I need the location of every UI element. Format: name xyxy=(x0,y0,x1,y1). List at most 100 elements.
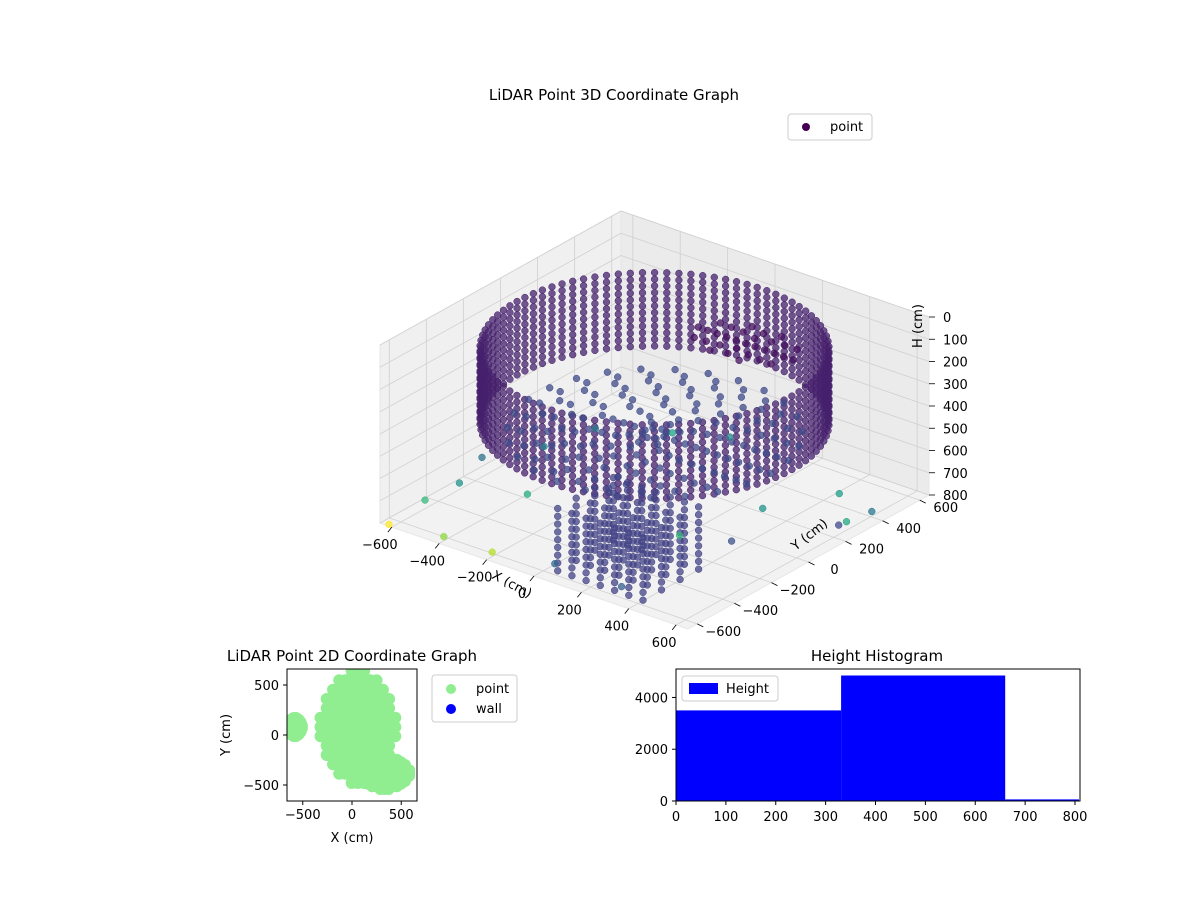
blob-point xyxy=(756,356,764,364)
ring-point xyxy=(650,268,659,277)
ring-point xyxy=(743,300,751,309)
ring-point xyxy=(795,329,803,337)
ring-point xyxy=(529,330,538,338)
disc-point xyxy=(611,379,619,388)
ring-point xyxy=(602,271,611,280)
ring-point xyxy=(538,346,547,354)
ring-point xyxy=(710,273,718,281)
ring-point xyxy=(753,297,761,305)
scatter-point xyxy=(540,442,548,451)
block-point xyxy=(568,509,576,518)
ring-point xyxy=(762,410,771,418)
ring-point xyxy=(732,446,740,454)
disc-point xyxy=(670,436,679,444)
ring-point xyxy=(614,323,622,332)
ring-point xyxy=(663,282,671,290)
ring-point xyxy=(579,335,588,343)
ring-point xyxy=(721,302,730,310)
ring-point xyxy=(529,336,538,345)
ring-point xyxy=(650,335,659,343)
disc-point xyxy=(580,386,589,395)
ring-point xyxy=(513,351,521,359)
ring-point xyxy=(591,300,599,308)
ring-point xyxy=(788,325,796,333)
disc-point xyxy=(671,487,679,495)
block-point xyxy=(625,544,633,553)
ring-point xyxy=(538,476,546,484)
block-point xyxy=(554,536,562,544)
ring-point xyxy=(602,451,610,459)
ring-point xyxy=(538,306,547,314)
block-point xyxy=(568,540,576,549)
ring-point xyxy=(529,473,537,481)
disc-point xyxy=(637,365,645,373)
x-axis-label: X (cm) xyxy=(331,831,374,846)
disc-point xyxy=(681,440,689,448)
disc-point xyxy=(784,456,793,465)
block-point xyxy=(647,503,656,512)
y-tick-label: 0 xyxy=(830,563,838,578)
block-point xyxy=(676,560,684,568)
ring-point xyxy=(602,311,611,320)
disc-point xyxy=(550,467,558,476)
blob-point xyxy=(733,344,741,353)
y-tick-label: 4000 xyxy=(635,691,668,706)
disc-point xyxy=(712,419,720,427)
ring-point xyxy=(538,286,547,294)
ring-point xyxy=(529,343,538,351)
disc-point xyxy=(585,466,593,474)
ring-point xyxy=(763,307,771,315)
block-point xyxy=(554,551,562,559)
ring-point xyxy=(802,340,810,349)
scatter-point xyxy=(440,532,448,541)
ring-point xyxy=(626,269,634,277)
x-tick xyxy=(671,624,677,631)
ring-point xyxy=(579,315,588,323)
block-point xyxy=(639,580,647,589)
block-point xyxy=(662,516,670,524)
ring-point xyxy=(638,282,647,290)
ring-point xyxy=(506,394,514,402)
x-tick xyxy=(624,608,630,614)
blob-point xyxy=(706,346,714,354)
ring-point xyxy=(675,329,683,338)
disc-point xyxy=(761,397,770,405)
disc-point xyxy=(556,387,564,396)
ring-point xyxy=(558,482,566,491)
disc-point xyxy=(625,430,633,439)
block-point xyxy=(625,583,633,592)
grid-line-h xyxy=(620,232,930,340)
block-point xyxy=(657,547,666,555)
disc-point xyxy=(599,402,607,411)
x-tick-label: −500 xyxy=(285,808,321,823)
grid-line-x xyxy=(675,490,918,626)
disc-point xyxy=(689,427,697,436)
ring-point xyxy=(743,410,751,418)
ring-point xyxy=(638,295,647,304)
block-point xyxy=(568,564,576,572)
block-point xyxy=(657,539,666,547)
x-tick-label: 0 xyxy=(348,808,356,823)
blob-point xyxy=(727,323,736,331)
ring-point xyxy=(506,302,514,310)
z-tick-label: 100 xyxy=(943,333,968,348)
ring-point xyxy=(569,304,577,312)
ring-point xyxy=(499,409,507,417)
block-point xyxy=(601,512,609,520)
disc-point xyxy=(571,428,579,436)
ring-point xyxy=(493,378,502,386)
ring-point xyxy=(499,449,507,457)
ring-point xyxy=(521,327,529,335)
point-marker xyxy=(370,674,383,687)
y-tick-label: 600 xyxy=(933,501,958,516)
scatter-point xyxy=(478,453,486,462)
ring-point xyxy=(687,304,695,312)
block-point xyxy=(694,542,703,550)
ring-point xyxy=(763,293,771,302)
disc-point xyxy=(598,428,606,437)
block-point xyxy=(662,508,670,517)
disc-point xyxy=(621,384,629,393)
disc-point xyxy=(589,398,597,407)
ring-point xyxy=(538,463,546,471)
ring-point xyxy=(812,390,820,398)
